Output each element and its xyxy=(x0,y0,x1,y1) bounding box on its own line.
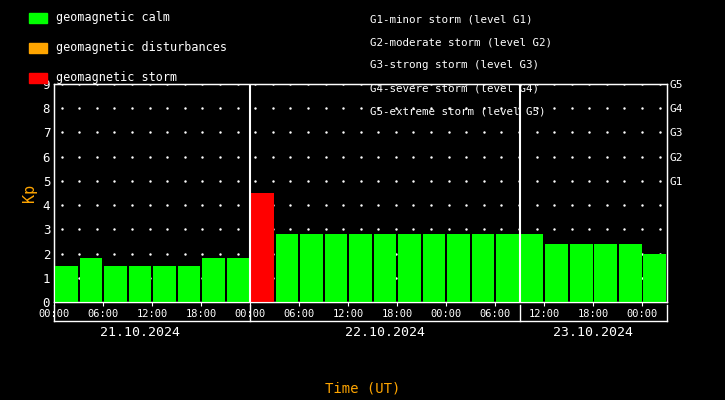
Bar xyxy=(104,266,127,302)
Bar xyxy=(349,234,372,302)
Bar xyxy=(521,234,544,302)
Bar xyxy=(399,234,421,302)
Text: geomagnetic storm: geomagnetic storm xyxy=(56,72,177,84)
Text: G4-severe storm (level G4): G4-severe storm (level G4) xyxy=(370,84,539,94)
Text: geomagnetic disturbances: geomagnetic disturbances xyxy=(56,42,227,54)
Bar xyxy=(423,234,445,302)
Bar xyxy=(374,234,397,302)
Bar xyxy=(300,234,323,302)
Bar xyxy=(472,234,494,302)
Bar xyxy=(497,234,519,302)
Bar xyxy=(154,266,176,302)
Bar xyxy=(447,234,470,302)
Bar xyxy=(545,244,568,302)
Bar xyxy=(570,244,592,302)
Bar xyxy=(227,258,249,302)
Bar xyxy=(252,193,274,302)
Bar xyxy=(276,234,299,302)
Bar xyxy=(644,254,666,302)
Bar xyxy=(129,266,152,302)
Bar xyxy=(80,258,102,302)
Bar xyxy=(202,258,225,302)
Text: geomagnetic calm: geomagnetic calm xyxy=(56,12,170,24)
Text: 21.10.2024: 21.10.2024 xyxy=(100,326,180,339)
Text: G1-minor storm (level G1): G1-minor storm (level G1) xyxy=(370,14,532,24)
Bar xyxy=(55,266,78,302)
Bar xyxy=(619,244,642,302)
Text: 23.10.2024: 23.10.2024 xyxy=(553,326,634,339)
Bar xyxy=(178,266,200,302)
Bar xyxy=(594,244,617,302)
Bar xyxy=(325,234,347,302)
Text: G3-strong storm (level G3): G3-strong storm (level G3) xyxy=(370,60,539,70)
Text: G2-moderate storm (level G2): G2-moderate storm (level G2) xyxy=(370,37,552,47)
Y-axis label: Kp: Kp xyxy=(22,184,37,202)
Text: G5-extreme storm (level G5): G5-extreme storm (level G5) xyxy=(370,107,545,117)
Text: 22.10.2024: 22.10.2024 xyxy=(345,326,425,339)
Text: Time (UT): Time (UT) xyxy=(325,382,400,396)
